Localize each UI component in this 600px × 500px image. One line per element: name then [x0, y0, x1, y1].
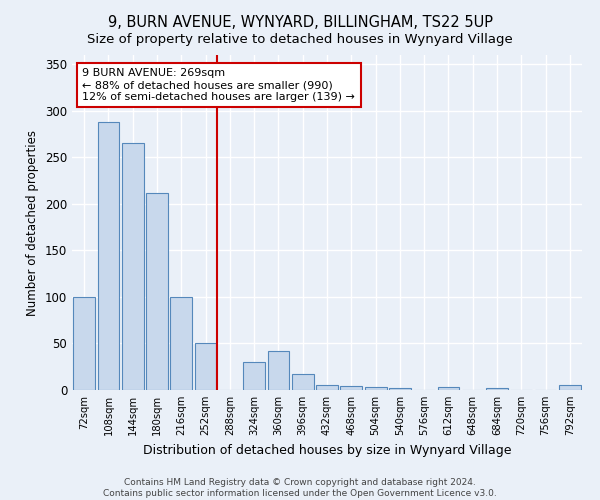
Bar: [437, 387, 460, 390]
Bar: [316, 386, 338, 390]
Text: 9, BURN AVENUE, WYNYARD, BILLINGHAM, TS22 5UP: 9, BURN AVENUE, WYNYARD, BILLINGHAM, TS2…: [107, 15, 493, 30]
Bar: [243, 362, 265, 390]
Bar: [486, 388, 508, 390]
Bar: [170, 297, 192, 390]
Bar: [559, 386, 581, 390]
Bar: [122, 144, 143, 390]
Text: 9 BURN AVENUE: 269sqm
← 88% of detached houses are smaller (990)
12% of semi-det: 9 BURN AVENUE: 269sqm ← 88% of detached …: [82, 68, 355, 102]
Bar: [73, 297, 95, 390]
Bar: [97, 122, 119, 390]
Bar: [292, 374, 314, 390]
Bar: [268, 351, 289, 390]
X-axis label: Distribution of detached houses by size in Wynyard Village: Distribution of detached houses by size …: [143, 444, 511, 456]
Bar: [146, 192, 168, 390]
Y-axis label: Number of detached properties: Number of detached properties: [26, 130, 40, 316]
Bar: [194, 344, 217, 390]
Text: Contains HM Land Registry data © Crown copyright and database right 2024.
Contai: Contains HM Land Registry data © Crown c…: [103, 478, 497, 498]
Bar: [365, 387, 386, 390]
Bar: [340, 386, 362, 390]
Bar: [389, 388, 411, 390]
Text: Size of property relative to detached houses in Wynyard Village: Size of property relative to detached ho…: [87, 32, 513, 46]
